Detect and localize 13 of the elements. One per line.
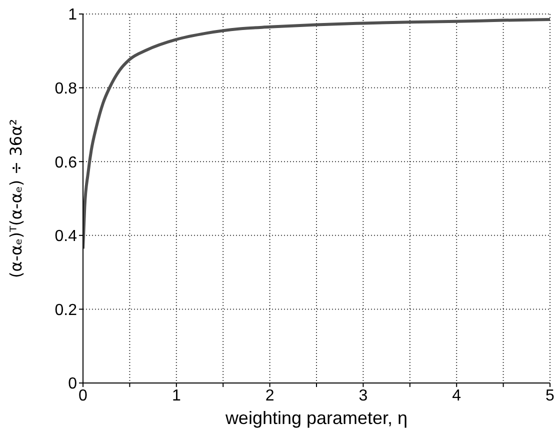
x-axis-title: weighting parameter, η xyxy=(224,408,408,428)
y-tick-label: 0.4 xyxy=(54,228,78,246)
x-tick-label: 5 xyxy=(546,387,555,404)
y-tick-label: 1 xyxy=(68,6,78,24)
x-tick-label: 3 xyxy=(358,387,368,404)
x-tick-label: 2 xyxy=(265,387,274,404)
y-axis-title: (α-αₑ)ᵀ(α-αₑ) ÷ 36α² xyxy=(6,118,26,278)
y-tick-label: 0.2 xyxy=(54,302,78,319)
y-tick-label: 0.6 xyxy=(54,154,78,172)
y-tick-label: 0.8 xyxy=(54,80,78,98)
x-tick-label: 4 xyxy=(452,387,462,404)
x-tick-label: 1 xyxy=(172,387,181,404)
y-tick-label: 0 xyxy=(68,376,78,393)
